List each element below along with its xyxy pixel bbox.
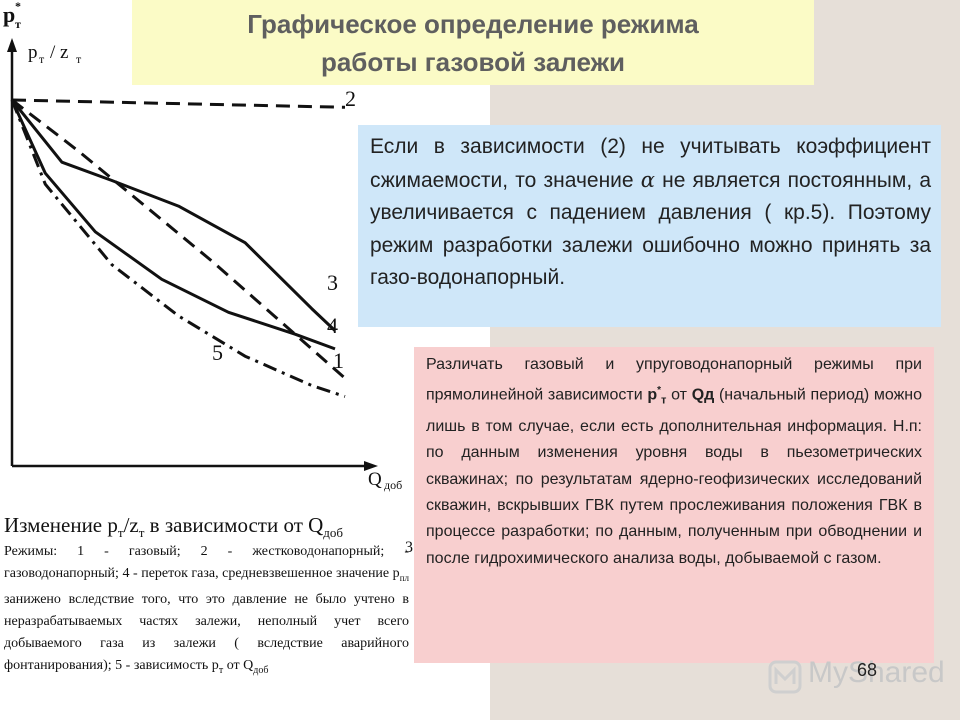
curve-2 — [11, 98, 346, 109]
caption-title-sub3: доб — [323, 525, 344, 541]
pressure-chart: p * т p т / z т Q доб 2 3 4 5 1 — [3, 0, 402, 492]
caption-title-b: /z — [123, 513, 139, 537]
caption-stray-number: 3 — [405, 539, 413, 556]
chart-curves — [10, 98, 346, 398]
y-axis-arrow — [7, 38, 17, 52]
regime-distinction-box: Различать газовый и упруговодонапорный р… — [414, 347, 934, 663]
page-number: 68 — [857, 660, 878, 680]
curve-label-2: 2 — [345, 86, 356, 111]
pink-bold-p-sup: * — [657, 385, 662, 397]
y-axis-label-z: / z — [50, 42, 68, 63]
chart-caption-title: Изменение pт/zт в зависимости от Qдоб — [4, 513, 343, 541]
watermark-text: MyShared — [808, 656, 945, 689]
y-axis-label-p: p — [28, 42, 38, 63]
alpha-symbol: α — [640, 167, 655, 192]
caption-body-sub2: т — [218, 664, 224, 676]
top-symbol-p: p — [3, 2, 15, 27]
blue-text-before: Если в зависимости (2) не учитывать коэф… — [370, 135, 931, 192]
caption-title-c: в зависимости от Q — [144, 513, 324, 537]
top-symbol-sub: т — [15, 17, 21, 31]
y-axis-label-sub2: т — [76, 52, 82, 66]
curve-4 — [10, 99, 336, 351]
x-axis-label-q: Q — [368, 469, 382, 490]
caption-body-sub3: доб — [253, 664, 269, 676]
curve-label-5: 5 — [212, 340, 223, 365]
pink-bold-p-sub: т — [661, 394, 667, 407]
y-axis-label-sub: т — [39, 52, 45, 66]
caption-body-3: от Q — [223, 657, 254, 673]
curve-label-1: 1 — [333, 348, 344, 373]
slide-title-box: Графическое определение режима работы га… — [132, 0, 814, 85]
caption-body-2: занижено вследствие того, что это давлен… — [4, 591, 409, 673]
caption-body-sub1: пл — [399, 572, 409, 583]
chart-caption-body: Режимы: 1 - газовый; 2 - жестководонапор… — [4, 541, 409, 682]
pink-bold-p: p — [647, 386, 658, 404]
compressibility-note-box: Если в зависимости (2) не учитывать коэф… — [358, 125, 941, 327]
pink-bold-q: Qд — [691, 386, 715, 404]
curve-label-3: 3 — [327, 270, 338, 295]
caption-title-sub1: т — [117, 525, 124, 541]
watermark-logo-icon — [768, 660, 802, 694]
curve-label-4: 4 — [327, 313, 338, 338]
caption-title-a: Изменение p — [4, 513, 118, 537]
slide-title-line-1: Графическое определение режима — [247, 8, 699, 39]
compressibility-note-text: Если в зависимости (2) не учитывать коэф… — [370, 131, 931, 295]
pink-text-2: от — [666, 386, 692, 404]
slide-title-line-2: работы газовой залежи — [320, 46, 626, 77]
curve-1 — [11, 98, 346, 380]
regime-distinction-text: Различать газовый и упруговодонапорный р… — [426, 352, 922, 572]
caption-body-1: Режимы: 1 - газовый; 2 - жестководонапор… — [4, 544, 409, 581]
pink-text-1: Различать газовый и упруговодонапорный р… — [426, 356, 922, 404]
x-axis-arrow — [364, 461, 378, 471]
pink-text-3: (начальный период) можно лишь в том случ… — [426, 386, 923, 567]
x-axis-label-sub: доб — [384, 478, 402, 492]
curve-3 — [10, 99, 337, 332]
caption-title-sub2: т — [138, 525, 145, 541]
top-symbol-star: * — [15, 0, 21, 13]
blue-text-after: не является постоянным, а увеличивается … — [370, 168, 932, 290]
curve-5 — [10, 99, 346, 398]
